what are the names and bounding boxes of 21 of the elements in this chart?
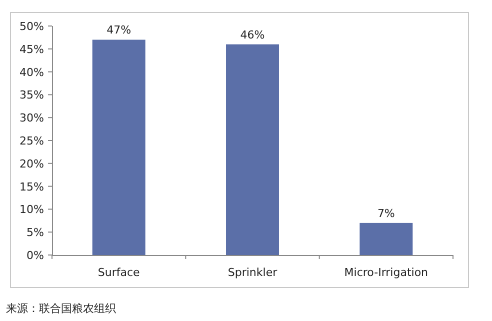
- bar: [360, 222, 413, 255]
- y-tick-label: 20%: [20, 157, 44, 170]
- y-tick-label: 40%: [20, 66, 44, 79]
- bar: [92, 40, 146, 255]
- y-tick-label: 30%: [20, 112, 44, 125]
- data-label: 47%: [106, 24, 132, 37]
- y-tick-label: 50%: [20, 20, 44, 33]
- y-tick-label: 45%: [20, 42, 44, 56]
- y-tick-label: 10%: [20, 203, 44, 216]
- y-tick-label: 35%: [20, 88, 44, 102]
- y-tick-label: 5%: [26, 226, 44, 240]
- x-tick-label: Sprinkler: [228, 266, 278, 279]
- y-tick-label: 15%: [20, 180, 44, 194]
- source-note: 来源：联合国粮农组织: [6, 302, 116, 315]
- data-label: 46%: [240, 28, 265, 42]
- y-tick-label: 25%: [20, 134, 44, 148]
- bar: [226, 44, 279, 255]
- y-tick-label: 0%: [26, 249, 44, 262]
- data-label: 7%: [377, 206, 395, 220]
- x-tick-label: Micro-Irrigation: [344, 266, 428, 279]
- x-tick-label: Surface: [98, 266, 140, 279]
